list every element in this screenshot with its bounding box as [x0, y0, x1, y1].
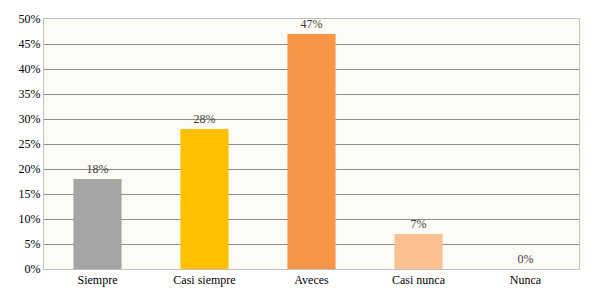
svg-text:28%: 28% — [194, 112, 216, 126]
svg-text:47%: 47% — [301, 17, 323, 31]
svg-text:35%: 35% — [19, 87, 41, 101]
svg-text:45%: 45% — [19, 37, 41, 51]
svg-text:Casi siempre: Casi siempre — [173, 273, 235, 287]
svg-text:Casi nunca: Casi nunca — [392, 273, 446, 287]
svg-text:Nunca: Nunca — [510, 273, 542, 287]
svg-text:15%: 15% — [19, 187, 41, 201]
svg-text:Siempre: Siempre — [78, 273, 118, 287]
svg-text:18%: 18% — [87, 162, 109, 176]
svg-text:20%: 20% — [19, 162, 41, 176]
svg-text:Aveces: Aveces — [294, 273, 329, 287]
svg-text:50%: 50% — [19, 12, 41, 26]
svg-text:7%: 7% — [411, 217, 427, 231]
svg-text:30%: 30% — [19, 112, 41, 126]
svg-text:10%: 10% — [19, 212, 41, 226]
svg-text:5%: 5% — [25, 237, 41, 251]
svg-text:40%: 40% — [19, 62, 41, 76]
svg-text:0%: 0% — [518, 252, 534, 266]
svg-text:25%: 25% — [19, 137, 41, 151]
svg-text:0%: 0% — [25, 262, 41, 276]
